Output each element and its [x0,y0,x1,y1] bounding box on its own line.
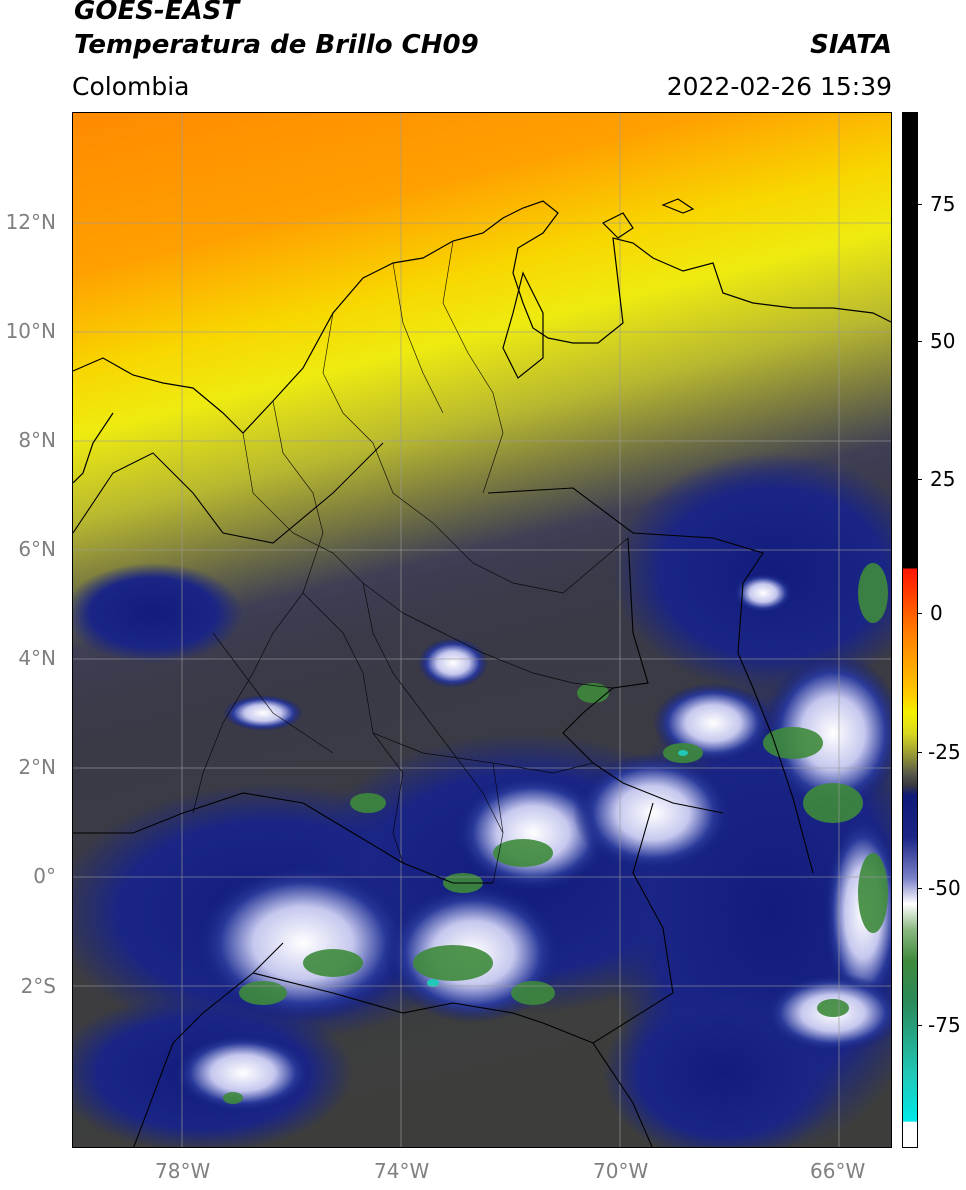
map-panel [72,112,892,1148]
country-borders [73,442,814,1147]
lat-label: 2°S [20,974,56,998]
department-borders [192,240,629,884]
colorbar-tick-label: 75 [930,192,956,216]
lat-label: 10°N [5,319,56,343]
lat-label: 0° [33,864,56,888]
datetime-label: 2022-02-26 15:39 [666,72,892,101]
satellite-title: GOES-EAST [74,0,240,26]
colorbar-gradient [903,113,917,1147]
cold-cloud-regions [73,453,891,1147]
colorbar-tick-mark [918,1025,922,1026]
colorbar-tick-label: -25 [928,740,961,764]
colorbar-tick-label: 50 [930,329,956,353]
colorbar-tick-mark [918,613,922,614]
lat-label: 6°N [18,537,56,561]
lat-label: 12°N [5,210,56,234]
colorbar [902,112,918,1148]
colorbar-tick-mark [918,204,922,205]
coldest-cloud-cores [427,750,688,987]
colorbar-tick-label: -50 [928,876,961,900]
gridlines [73,113,891,1147]
colorbar-tick-label: 0 [930,601,943,625]
lat-label: 2°N [18,755,56,779]
lat-label: 4°N [18,646,56,670]
lat-label: 8°N [18,428,56,452]
colorbar-tick-mark [918,752,922,753]
colorbar-tick-mark [918,341,922,342]
colorbar-tick-label: -75 [928,1013,961,1037]
region-label: Colombia [72,72,190,101]
lon-label: 66°W [810,1159,866,1183]
lon-label: 78°W [155,1159,211,1183]
product-title: Temperatura de Brillo CH09 [74,30,479,60]
colorbar-tick-mark [918,888,922,889]
colorbar-tick-mark [918,479,922,480]
org-label: SIATA [810,30,892,60]
lon-label: 74°W [374,1159,430,1183]
lon-label: 70°W [593,1159,649,1183]
coastlines [73,198,891,484]
colorbar-tick-label: 25 [930,467,956,491]
